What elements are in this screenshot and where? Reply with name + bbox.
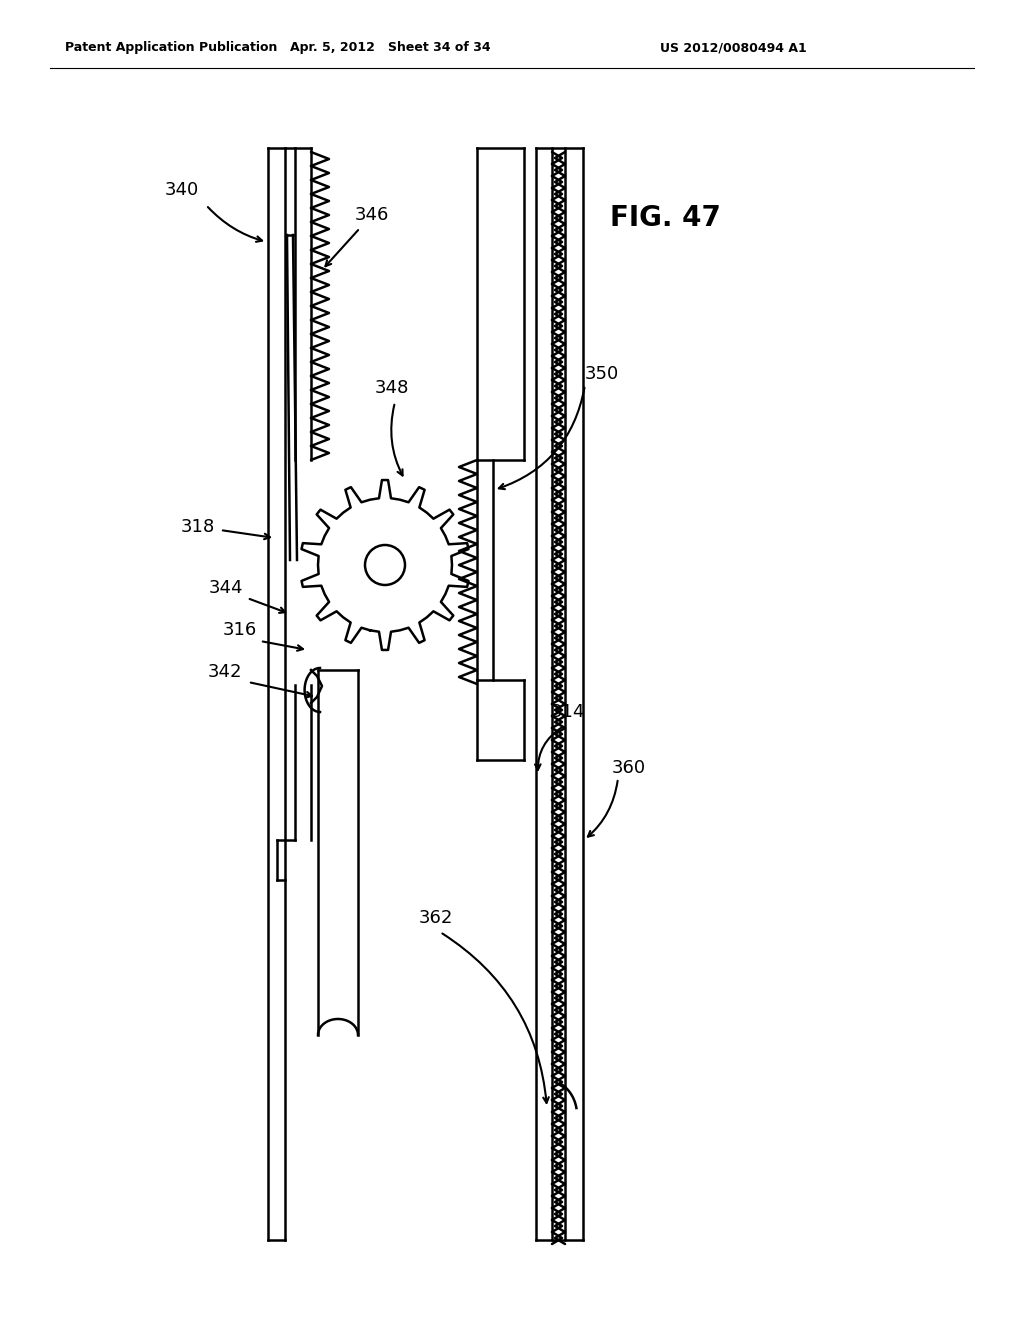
Text: 348: 348 [375,379,410,397]
Text: 346: 346 [354,206,389,224]
Text: 344: 344 [209,579,244,597]
Text: 342: 342 [208,663,243,681]
Text: FIG. 47: FIG. 47 [610,205,721,232]
Text: 314: 314 [551,704,585,721]
Text: 360: 360 [612,759,646,777]
Text: Apr. 5, 2012   Sheet 34 of 34: Apr. 5, 2012 Sheet 34 of 34 [290,41,490,54]
Text: 340: 340 [165,181,199,199]
Text: 362: 362 [419,909,454,927]
Text: 350: 350 [585,366,620,383]
Text: 318: 318 [181,517,215,536]
Text: US 2012/0080494 A1: US 2012/0080494 A1 [660,41,807,54]
Text: 316: 316 [223,620,257,639]
Text: Patent Application Publication: Patent Application Publication [65,41,278,54]
